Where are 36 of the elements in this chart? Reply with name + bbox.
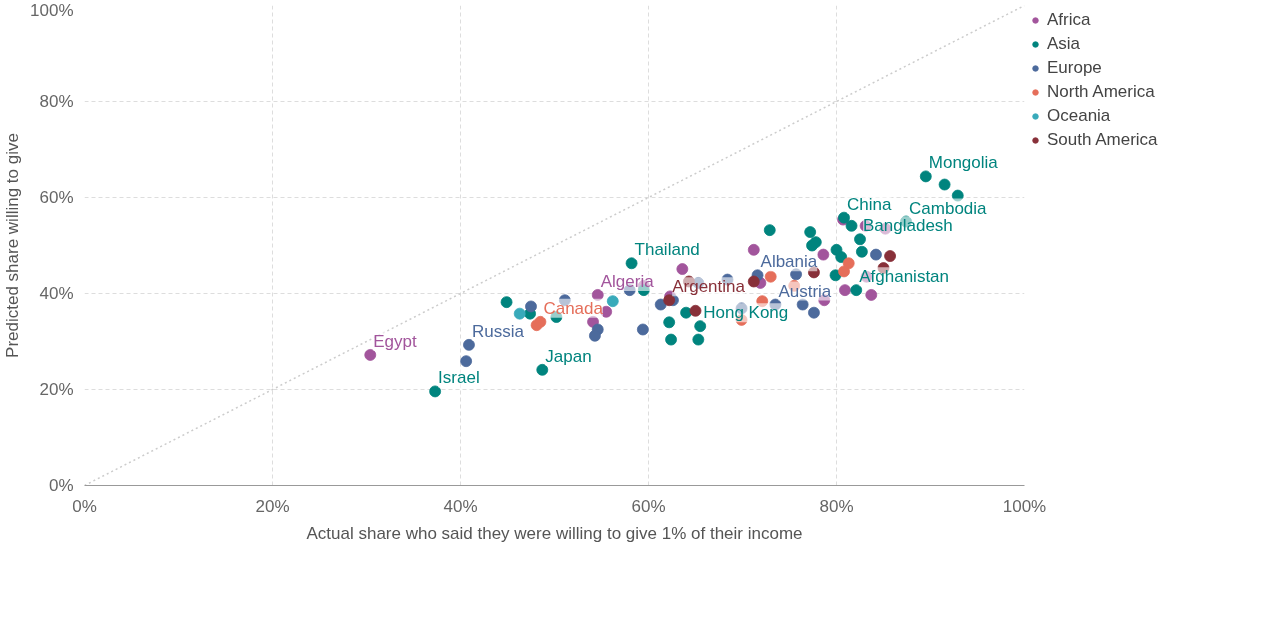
annotation: Austria [778, 281, 832, 301]
annotation: Albania [760, 252, 818, 272]
annotation: Canada [543, 298, 604, 318]
y-tick-label: 100% [30, 0, 74, 20]
y-tick-label: 0% [48, 476, 74, 495]
annotation: Hong Kong [703, 303, 789, 323]
y-tick-label: 20% [39, 380, 74, 399]
annotation: Thailand [634, 240, 700, 260]
annotation: Israel [438, 368, 480, 388]
annotation: Cambodia [909, 198, 988, 218]
annotation: Egypt [373, 331, 418, 351]
legend-label: Europe [1047, 57, 1102, 79]
x-tick-label: 40% [443, 496, 478, 516]
legend-label: Africa [1047, 9, 1091, 31]
legend-label: South America [1047, 129, 1158, 151]
annotation: China [847, 194, 892, 214]
annotation: Russia [471, 321, 525, 341]
annotation: Japan [545, 346, 592, 366]
annotation: Algeria [600, 271, 655, 291]
y-tick-label: 80% [39, 92, 74, 111]
x-tick-label: 20% [255, 496, 290, 516]
legend-label: Oceania [1047, 105, 1111, 127]
annotation: Mongolia [928, 153, 999, 173]
x-tick-label: 0% [72, 496, 97, 516]
x-tick-label: 80% [819, 496, 854, 516]
x-tick-label: 100% [1002, 496, 1047, 516]
x-axis-title: Actual share who said they were willing to give 1% of their income [306, 523, 803, 543]
annotation: Bangladesh [863, 216, 953, 236]
x-tick-label: 60% [631, 496, 666, 516]
annotation: Argentina [672, 277, 746, 297]
annotation: Afghanistan [859, 267, 950, 287]
legend-label: Asia [1047, 33, 1081, 55]
y-tick-label: 40% [39, 284, 74, 303]
y-tick-label: 60% [39, 188, 74, 207]
y-axis-title: Predicted share willing to give [3, 133, 23, 358]
legend-label: North America [1047, 81, 1155, 103]
